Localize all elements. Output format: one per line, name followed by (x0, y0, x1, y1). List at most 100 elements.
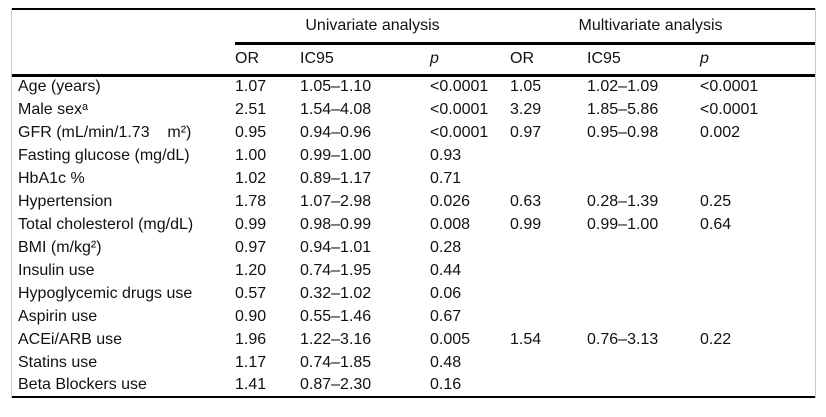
column-header-row: OR IC95 p OR IC95 p (12, 43, 816, 77)
row-label: Fasting glucose (mg/dL) (18, 146, 190, 164)
cell-multivariate-p: 0.25 (700, 192, 732, 210)
cell-multivariate-or (510, 351, 587, 374)
cell-univariate-ic95: 0.74–1.85 (300, 353, 372, 371)
regression-table: Univariate analysis Multivariate analysi… (12, 8, 816, 398)
table-row: Statins use 1.17 0.74–1.85 0.48 (12, 351, 815, 374)
cell-multivariate-p: <0.0001 (700, 78, 759, 96)
cell-multivariate-p: 0.64 (700, 215, 732, 233)
cell-multivariate-or: 0.99 (510, 215, 542, 233)
cell-univariate-or: 1.00 (235, 146, 267, 164)
cell-univariate-or: 0.99 (235, 215, 267, 233)
cell-univariate-or: 2.51 (235, 100, 267, 118)
column-header-univariate-or: OR (235, 43, 300, 77)
cell-multivariate-p (700, 351, 815, 374)
cell-multivariate-or (510, 374, 587, 397)
row-label: Age (years) (18, 78, 101, 96)
cell-multivariate-ic95 (587, 144, 700, 167)
cell-multivariate-or: 3.29 (510, 100, 542, 118)
cell-multivariate-p (700, 282, 815, 305)
row-label: GFR (mL/min/1.73 m²) (18, 123, 192, 141)
cell-univariate-ic95: 0.89–1.17 (300, 169, 372, 187)
cell-multivariate-or: 0.63 (510, 192, 542, 210)
cell-multivariate-ic95 (587, 351, 700, 374)
row-label: Hypertension (18, 192, 113, 210)
corner-cell (12, 9, 235, 43)
row-label: HbA1c % (18, 169, 85, 187)
cell-univariate-p: 0.93 (430, 146, 462, 164)
table-row: Age (years) 1.07 1.05–1.10 <0.0001 1.05 … (12, 75, 815, 98)
cell-univariate-ic95: 0.99–1.00 (300, 146, 372, 164)
cell-multivariate-p: 0.002 (700, 123, 741, 141)
column-header-univariate-ic95: IC95 (300, 43, 430, 77)
cell-univariate-p: 0.16 (430, 376, 462, 393)
cell-multivariate-ic95 (587, 282, 700, 305)
cell-univariate-p: 0.026 (430, 192, 471, 210)
row-label: BMI (m/kg²) (18, 238, 102, 256)
cell-univariate-ic95: 1.07–2.98 (300, 192, 372, 210)
cell-univariate-p: <0.0001 (430, 78, 489, 96)
column-header-multivariate-or: OR (510, 43, 588, 77)
cell-univariate-ic95: 0.94–1.01 (300, 238, 372, 256)
cell-univariate-ic95: 0.87–2.30 (300, 376, 372, 393)
row-label: Insulin use (18, 261, 95, 279)
cell-multivariate-or (510, 259, 587, 282)
cell-multivariate-or (510, 305, 587, 328)
cell-multivariate-p (700, 305, 815, 328)
cell-univariate-ic95: 0.98–0.99 (300, 215, 372, 233)
cell-univariate-p: <0.0001 (430, 123, 489, 141)
table-row: GFR (mL/min/1.73 m²) 0.95 0.94–0.96 <0.0… (12, 121, 815, 144)
cell-univariate-or: 0.97 (235, 238, 267, 256)
column-header-multivariate-ic95: IC95 (587, 43, 701, 77)
table-row: Hypoglycemic drugs use 0.57 0.32–1.02 0.… (12, 282, 815, 305)
cell-multivariate-or (510, 167, 587, 190)
cell-multivariate-p: <0.0001 (700, 100, 759, 118)
table-row: Insulin use 1.20 0.74–1.95 0.44 (12, 259, 815, 282)
cell-multivariate-ic95 (587, 305, 700, 328)
cell-multivariate-p (700, 236, 815, 259)
cell-multivariate-or (510, 282, 587, 305)
cell-multivariate-p (700, 374, 815, 397)
cell-univariate-p: 0.005 (430, 330, 471, 348)
cell-univariate-or: 0.90 (235, 307, 267, 325)
cell-multivariate-ic95: 0.95–0.98 (587, 123, 659, 141)
label-column-header (12, 43, 235, 77)
row-label: Total cholesterol (mg/dL) (18, 215, 194, 233)
group-header-row: Univariate analysis Multivariate analysi… (12, 9, 816, 45)
cell-univariate-ic95: 1.22–3.16 (300, 330, 372, 348)
cell-univariate-p: 0.28 (430, 238, 462, 256)
column-header-univariate-p: p (430, 43, 511, 77)
cell-univariate-p: 0.44 (430, 261, 462, 279)
cell-multivariate-p (700, 259, 815, 282)
row-label: Hypoglycemic drugs use (18, 284, 193, 302)
table-row: Hypertension 1.78 1.07–2.98 0.026 0.63 0… (12, 190, 815, 213)
cell-univariate-p: 0.008 (430, 215, 471, 233)
cell-univariate-ic95: 0.55–1.46 (300, 307, 372, 325)
table-row: BMI (m/kg²) 0.97 0.94–1.01 0.28 (12, 236, 815, 259)
table-row: Male sexᵃ 2.51 1.54–4.08 <0.0001 3.29 1.… (12, 98, 815, 121)
cell-multivariate-or: 0.97 (510, 123, 542, 141)
table-header: Univariate analysis Multivariate analysi… (12, 9, 816, 77)
table-row: ACEi/ARB use 1.96 1.22–3.16 0.005 1.54 0… (12, 328, 815, 351)
cell-multivariate-ic95 (587, 167, 700, 190)
cell-univariate-p: 0.71 (430, 169, 462, 187)
cell-univariate-or: 1.02 (235, 169, 267, 187)
cell-univariate-or: 1.20 (235, 261, 267, 279)
cell-univariate-p: 0.48 (430, 353, 462, 371)
cell-multivariate-ic95: 0.76–3.13 (587, 330, 659, 348)
group-header-multivariate: Multivariate analysis (510, 9, 816, 45)
cell-univariate-or: 0.57 (235, 284, 267, 302)
row-label: ACEi/ARB use (18, 330, 123, 348)
cell-multivariate-ic95: 0.99–1.00 (587, 215, 659, 233)
cell-univariate-ic95: 1.54–4.08 (300, 100, 372, 118)
table-row: Total cholesterol (mg/dL) 0.99 0.98–0.99… (12, 213, 815, 236)
cell-multivariate-p: 0.22 (700, 330, 732, 348)
row-label: Aspirin use (18, 307, 98, 325)
cell-multivariate-ic95: 1.85–5.86 (587, 100, 659, 118)
cell-univariate-or: 1.41 (235, 376, 267, 393)
cell-multivariate-ic95: 0.28–1.39 (587, 192, 659, 210)
cell-univariate-p: <0.0001 (430, 100, 489, 118)
cell-univariate-ic95: 0.32–1.02 (300, 284, 372, 302)
cell-univariate-p: 0.67 (430, 307, 462, 325)
cell-multivariate-or (510, 144, 587, 167)
table-row: HbA1c % 1.02 0.89–1.17 0.71 (12, 167, 815, 190)
